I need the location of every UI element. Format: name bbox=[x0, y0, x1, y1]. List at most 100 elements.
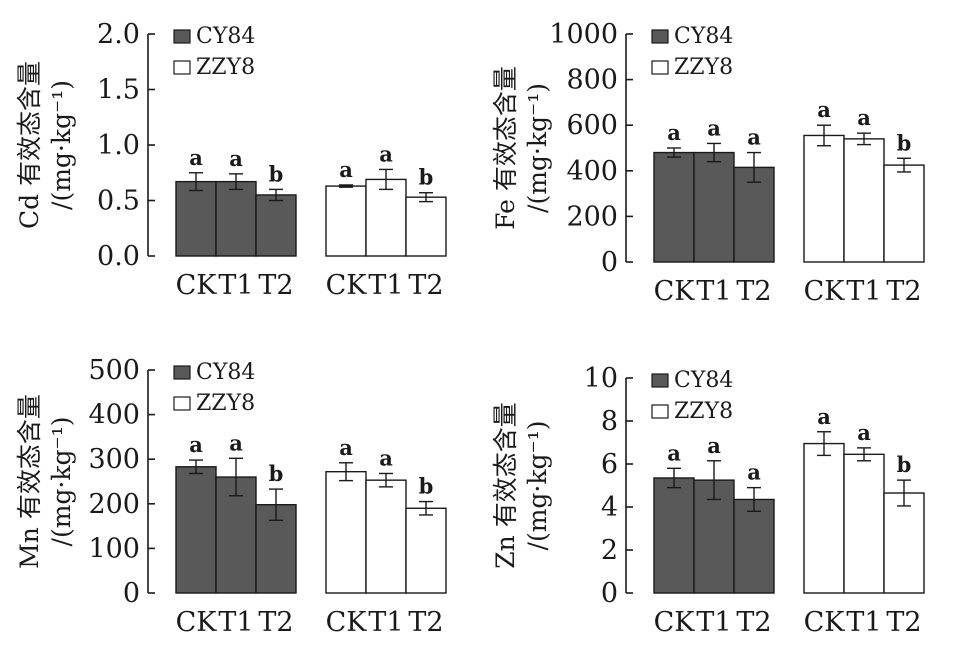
legend-swatch-cy84 bbox=[651, 29, 669, 44]
significance-label: b bbox=[897, 452, 912, 477]
y-axis-label-main: 有效态含量 bbox=[15, 61, 44, 186]
legend-swatch-zzy8 bbox=[651, 404, 669, 419]
bar-zzy8-t1 bbox=[365, 479, 407, 594]
y-tick-label: 0 bbox=[123, 578, 140, 609]
y-axis-label-main: 有效态含量 bbox=[491, 402, 520, 527]
chart-panel-fe: 0 200 400 600 800 1000 Fe 有效态含量/(mg·kg⁻¹) a CK a T… bbox=[491, 19, 925, 307]
bar-zzy8-t1 bbox=[843, 453, 885, 594]
y-axis-unit: /(mg·kg⁻¹) bbox=[47, 80, 76, 210]
x-tick-label: CK bbox=[804, 607, 846, 638]
x-tick-label: T1 bbox=[368, 270, 403, 301]
x-tick-label: CK bbox=[326, 270, 368, 301]
y-axis-label-main: 有效态含量 bbox=[491, 66, 520, 191]
y-tick-label: 200 bbox=[88, 489, 140, 520]
significance-label: a bbox=[817, 97, 831, 122]
y-tick-label: 400 bbox=[566, 156, 618, 187]
y-tick-label: 8 bbox=[601, 406, 618, 437]
y-tick-label: 400 bbox=[88, 400, 140, 431]
y-tick-label: 2 bbox=[601, 535, 618, 566]
significance-label: b bbox=[269, 161, 284, 186]
bar-zzy8-t2 bbox=[405, 507, 447, 594]
y-tick-label: 6 bbox=[601, 449, 618, 480]
y-axis-label-element: Fe bbox=[491, 191, 520, 230]
bar-cy84-ck bbox=[653, 151, 695, 263]
bar-zzy8-ck bbox=[803, 442, 845, 594]
bar-cy84-t1 bbox=[215, 180, 257, 257]
y-axis-label-main: 有效态含量 bbox=[15, 394, 44, 519]
significance-label: a bbox=[667, 120, 681, 145]
x-tick-label: CK bbox=[176, 270, 218, 301]
significance-label: b bbox=[419, 474, 434, 499]
chart-panel-cd: 0.0 0.5 1.0 1.5 2.0 Cd 有效态含量/(mg·kg⁻¹) a CK a T1 b… bbox=[15, 19, 447, 301]
x-tick-label: T2 bbox=[736, 276, 771, 307]
bar-zzy8-t2 bbox=[883, 164, 925, 263]
legend-label-cy84: CY84 bbox=[196, 24, 255, 49]
bar-cy84-ck bbox=[175, 180, 217, 257]
bar-zzy8-t1 bbox=[365, 178, 407, 257]
y-axis-label-element: Zn bbox=[491, 527, 520, 568]
x-tick-label: CK bbox=[654, 276, 696, 307]
y-tick-label: 1.0 bbox=[97, 130, 140, 161]
significance-label: a bbox=[707, 115, 721, 140]
significance-label: a bbox=[339, 157, 353, 182]
y-tick-label: 2.0 bbox=[97, 19, 140, 50]
legend-label-cy84: CY84 bbox=[196, 360, 255, 385]
significance-label: a bbox=[747, 125, 761, 150]
x-tick-label: T2 bbox=[736, 607, 771, 638]
x-tick-label: T1 bbox=[696, 607, 731, 638]
significance-label: a bbox=[189, 145, 203, 170]
significance-label: a bbox=[339, 435, 353, 460]
y-tick-label: 4 bbox=[601, 492, 618, 523]
x-tick-label: T1 bbox=[846, 607, 881, 638]
legend-label-zzy8: ZZY8 bbox=[196, 391, 255, 416]
significance-label: b bbox=[269, 461, 284, 486]
x-tick-label: T1 bbox=[696, 276, 731, 307]
significance-label: a bbox=[707, 433, 721, 458]
x-tick-label: T2 bbox=[886, 607, 921, 638]
y-axis-label-element: Mn bbox=[15, 519, 44, 569]
chart-panel-zn: 0 2 4 6 8 10 Zn 有效态含量/(mg·kg⁻¹) a CK a T1 a T2 a CK a T1… bbox=[491, 363, 925, 638]
bar-zzy8-ck bbox=[325, 470, 367, 594]
y-tick-label: 800 bbox=[566, 65, 618, 96]
significance-label: a bbox=[817, 404, 831, 429]
legend-label-zzy8: ZZY8 bbox=[674, 55, 733, 80]
y-tick-label: 0 bbox=[601, 578, 618, 609]
bar-zzy8-t1 bbox=[843, 138, 885, 263]
bar-cy84-t2 bbox=[733, 498, 775, 594]
x-tick-label: T2 bbox=[408, 270, 443, 301]
significance-label: a bbox=[857, 420, 871, 445]
significance-label: b bbox=[897, 130, 912, 155]
bar-cy84-t2 bbox=[255, 194, 297, 257]
y-axis-label-element: Cd bbox=[15, 186, 44, 229]
x-tick-label: CK bbox=[654, 607, 696, 638]
y-tick-label: 600 bbox=[566, 110, 618, 141]
significance-label: a bbox=[857, 105, 871, 130]
y-axis-label: Zn 有效态含量 bbox=[491, 402, 520, 568]
significance-label: a bbox=[379, 141, 393, 166]
x-tick-label: T1 bbox=[218, 607, 253, 638]
significance-label: a bbox=[189, 432, 203, 457]
bar-zzy8-ck bbox=[803, 134, 845, 263]
y-tick-label: 0.5 bbox=[97, 186, 140, 217]
bar-zzy8-ck bbox=[325, 185, 367, 257]
x-tick-label: T2 bbox=[886, 276, 921, 307]
x-tick-label: T2 bbox=[258, 270, 293, 301]
y-axis-unit: /(mg·kg⁻¹) bbox=[523, 83, 552, 213]
chart-panel-mn: 0 100 200 300 400 500 Mn 有效态含量/(mg·kg⁻¹) a CK a T1… bbox=[15, 355, 447, 638]
legend-swatch-zzy8 bbox=[651, 60, 669, 75]
y-tick-label: 300 bbox=[88, 444, 140, 475]
y-axis-label: Fe 有效态含量 bbox=[491, 66, 520, 230]
y-tick-label: 200 bbox=[566, 201, 618, 232]
x-tick-label: CK bbox=[326, 607, 368, 638]
significance-label: b bbox=[419, 165, 434, 190]
significance-label: a bbox=[667, 440, 681, 465]
bar-cy84-t1 bbox=[693, 151, 735, 263]
legend-swatch-cy84 bbox=[173, 29, 191, 44]
legend-label-cy84: CY84 bbox=[674, 24, 733, 49]
bar-zzy8-t2 bbox=[405, 196, 447, 257]
bar-cy84-ck bbox=[175, 466, 217, 594]
legend-label-zzy8: ZZY8 bbox=[196, 55, 255, 80]
x-tick-label: T1 bbox=[846, 276, 881, 307]
y-tick-label: 0 bbox=[601, 247, 618, 278]
